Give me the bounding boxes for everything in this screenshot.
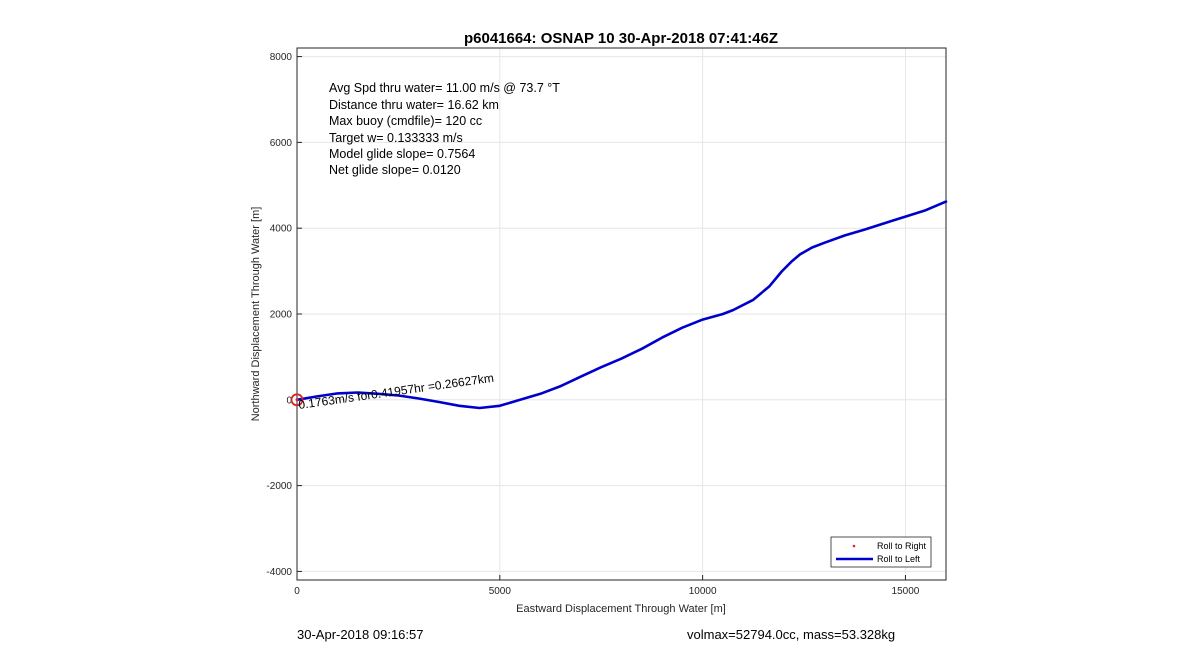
chart-title: p6041664: OSNAP 10 30-Apr-2018 07:41:46Z — [464, 30, 778, 47]
start-marker-circle — [290, 393, 304, 407]
x-tick-label: 0 — [294, 586, 300, 597]
legend-roll-left-label: Roll to Left — [877, 554, 921, 564]
y-tick-label: 2000 — [270, 310, 293, 321]
x-tick-label: 5000 — [489, 586, 512, 597]
grid — [296, 48, 946, 580]
x-axis-label: Eastward Displacement Through Water [m] — [516, 603, 726, 615]
info-avg-speed: Avg Spd thru water= 11.00 m/s @ 73.7 °T — [329, 81, 560, 95]
info-text-block: Avg Spd thru water= 11.00 m/s @ 73.7 °T … — [329, 81, 560, 177]
y-axis-label: Northward Displacement Through Water [m] — [250, 207, 262, 422]
x-tick-label: 10000 — [689, 586, 717, 597]
y-tick-label: 6000 — [270, 138, 293, 149]
y-tick-label: 0 — [286, 395, 292, 406]
footer-volmax-mass: volmax=52794.0cc, mass=53.328kg — [687, 627, 896, 642]
axis-ticks: 0 5000 10000 15000 -4000 -2000 0 2000 4000 6000 80… — [266, 52, 919, 597]
footer-timestamp: 30-Apr-2018 09:16:57 — [297, 627, 424, 642]
legend: Roll to Right Roll to Left — [830, 536, 932, 568]
legend-box — [830, 536, 932, 568]
y-tick-label: -2000 — [266, 481, 292, 492]
info-distance: Distance thru water= 16.62 km — [329, 98, 499, 112]
info-model-glide-slope: Model glide slope= 0.7564 — [329, 147, 475, 161]
y-tick-label: -4000 — [266, 567, 292, 578]
info-net-glide-slope: Net glide slope= 0.0120 — [329, 163, 461, 177]
info-target-w: Target w= 0.133333 m/s — [329, 131, 463, 145]
roll-to-right-point — [295, 398, 299, 402]
info-max-buoy: Max buoy (cmdfile)= 120 cc — [329, 114, 482, 128]
y-tick-label: 4000 — [270, 224, 293, 235]
legend-roll-right-label: Roll to Right — [877, 541, 927, 551]
series-layer — [290, 200, 948, 410]
legend-roll-right-marker — [852, 544, 856, 548]
y-tick-label: 8000 — [270, 52, 293, 63]
roll-to-left-line — [295, 200, 948, 410]
x-tick-label: 15000 — [892, 586, 920, 597]
